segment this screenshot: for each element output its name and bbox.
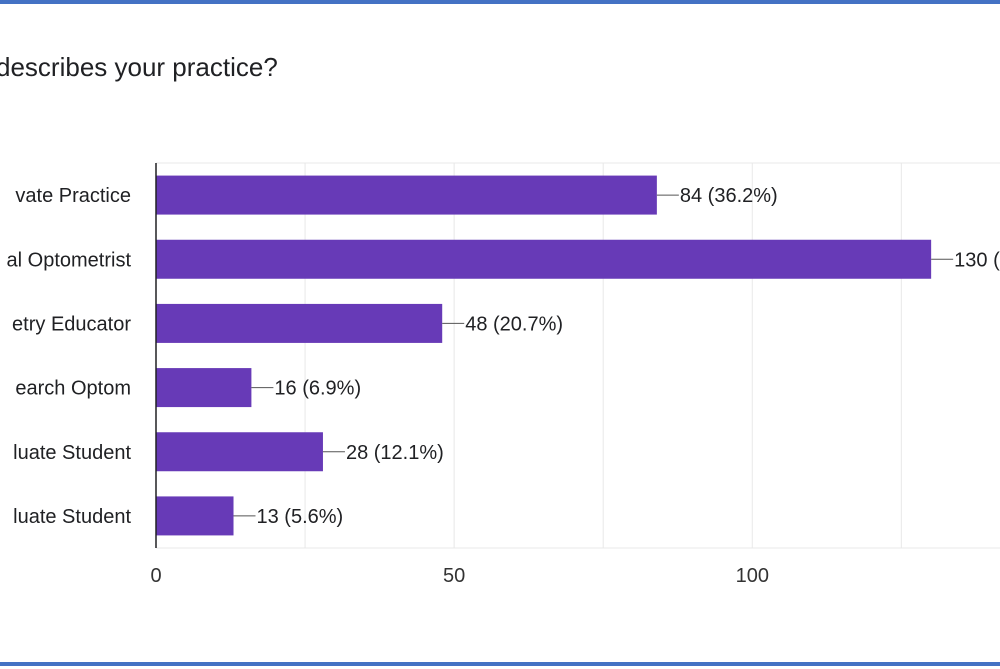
bar [156, 432, 323, 472]
x-tick-label: 100 [736, 565, 769, 587]
x-tick-label: 50 [443, 565, 465, 587]
bar [156, 496, 234, 536]
data-label: 130 ( [954, 249, 1000, 271]
data-label: 16 (6.9%) [274, 378, 361, 400]
data-label: 13 (5.6%) [257, 506, 344, 528]
category-label: luate Student [13, 506, 131, 528]
data-label: 84 (36.2%) [680, 185, 778, 207]
data-label: 28 (12.1%) [346, 442, 444, 464]
category-label: al Optometrist [7, 249, 132, 271]
x-tick-label: 0 [150, 565, 161, 587]
data-label: 48 (20.7%) [465, 313, 563, 335]
chart-title: describes your practice? [0, 52, 278, 82]
category-label: etry Educator [12, 313, 131, 335]
frame-bottom-border [0, 662, 1000, 666]
bar [156, 175, 657, 215]
category-label: vate Practice [15, 185, 131, 207]
bar [156, 368, 252, 408]
bar [156, 239, 932, 279]
category-label: luate Student [13, 442, 131, 464]
frame-top-border [0, 0, 1000, 4]
bar [156, 303, 443, 343]
category-label: earch Optom [15, 378, 131, 400]
